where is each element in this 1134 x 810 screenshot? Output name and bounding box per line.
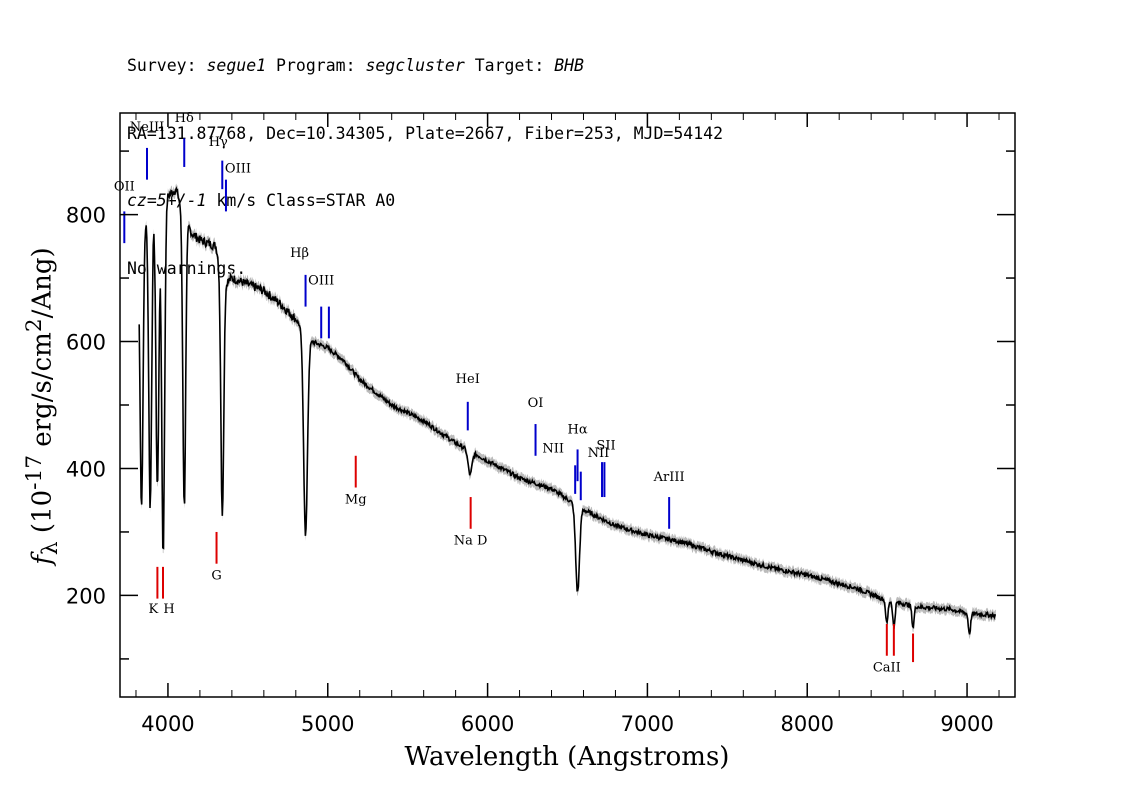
spectrum-line xyxy=(138,186,996,635)
x-tick-label: 4000 xyxy=(141,712,194,736)
y-label-end: /Ang) xyxy=(27,247,58,319)
x-tick-label: 7000 xyxy=(621,712,674,736)
y-label-sub: λ xyxy=(37,541,63,556)
y-tick-label: 800 xyxy=(66,204,106,228)
x-tick-label: 8000 xyxy=(781,712,834,736)
survey-label: Survey: xyxy=(127,56,207,75)
spectrum-trace xyxy=(138,186,996,635)
absorption-label-k: K xyxy=(149,602,159,617)
error-band-area xyxy=(139,183,996,640)
y-tick-label: 200 xyxy=(66,584,106,608)
x-tick-label: 6000 xyxy=(461,712,514,736)
emission-label-hγ: Hγ xyxy=(209,135,228,150)
header-line-survey: Survey: segue1 Program: segcluster Targe… xyxy=(127,55,723,78)
plot-axes: 4000 5000 6000 7000 8000 9000 200 400 600 800 xyxy=(66,112,1016,736)
x-tick-label: 5000 xyxy=(301,712,354,736)
emission-label-oiii: OIII xyxy=(308,273,334,288)
emission-label-hα: Hα xyxy=(568,423,588,438)
y-label-part: (10 xyxy=(27,489,58,542)
emission-label-hβ: Hβ xyxy=(290,246,309,261)
survey-value: segue1 xyxy=(206,56,267,75)
program-label: Program: xyxy=(266,56,366,75)
header-line-warnings: No warnings. xyxy=(127,258,247,278)
emission-label-neiii: NeIII xyxy=(130,120,164,135)
emission-label-sii: SII xyxy=(596,438,615,453)
emission-label-oii: OII xyxy=(114,179,135,194)
emission-label-hei: HeI xyxy=(456,372,480,387)
x-tick-label: 9000 xyxy=(940,712,993,736)
absorption-label-g: G xyxy=(211,569,221,584)
emission-label-hδ: Hδ xyxy=(175,111,194,126)
program-value: segcluster xyxy=(365,56,465,75)
y-label-units: erg/s/cm xyxy=(27,332,58,455)
target-value: BHB xyxy=(554,56,584,75)
header-line-coords: RA=131.87768, Dec=10.34305, Plate=2667, … xyxy=(127,123,724,143)
spectrum-header: Survey: segue1 Program: segcluster Targe… xyxy=(127,10,723,303)
absorption-label-mg: Mg xyxy=(345,492,367,507)
absorption-label-h: H xyxy=(163,602,174,617)
target-label: Target: xyxy=(464,56,555,75)
emission-label-ariii: ArIII xyxy=(653,470,685,485)
y-tick-label: 600 xyxy=(66,331,106,355)
error-band xyxy=(139,183,996,640)
plot-frame xyxy=(119,112,1016,698)
y-tick-label: 400 xyxy=(66,457,106,481)
emission-label-nii: NII xyxy=(588,446,610,461)
emission-label-oi: OI xyxy=(528,396,544,411)
absorption-label-na-d: Na D xyxy=(454,534,488,549)
y-label-exp2: 2 xyxy=(22,318,47,333)
line-markers: OIINeIIIHδHγOIIIHβOIIIHeIOINIIHαSIINIIAr… xyxy=(114,111,915,676)
emission-label-nii: NII xyxy=(542,442,564,457)
x-axis-label: Wavelength (Angstroms) xyxy=(404,742,730,772)
y-axis-label: fλ (10-17 erg/s/cm2/Ang) xyxy=(22,247,63,564)
emission-label-oiii: OIII xyxy=(225,162,251,177)
y-label-exp: -17 xyxy=(22,454,47,490)
absorption-label-caii: CaII xyxy=(873,661,901,676)
y-label-f: f xyxy=(27,555,58,565)
